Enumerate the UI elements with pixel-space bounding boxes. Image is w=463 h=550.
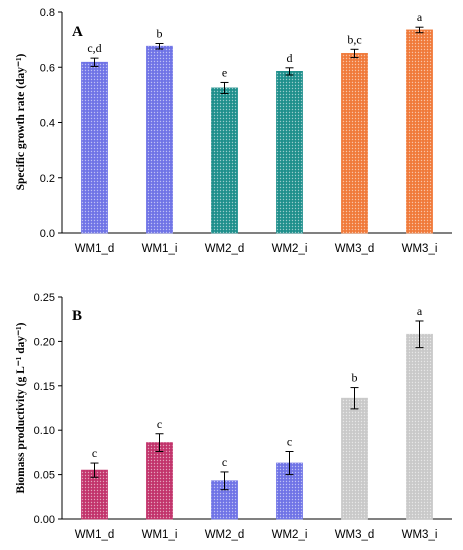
panel-a-bar-texture [146,46,173,233]
panel-a-significance-label: c,d [87,41,101,55]
panel-a-x-tick-label: WM2_i [272,243,308,255]
panel-a-y-axis-label: Specific growth rate (day⁻¹) [15,53,27,190]
panel-b-significance-label: c [222,455,227,469]
panel-b-significance-label: c [287,435,292,449]
panel-b-x-tick-label: WM3_i [402,529,438,541]
panel-b-y-tick-label: 0.05 [34,470,55,482]
panel-b-x-tick-label: WM2_i [272,529,308,541]
panel-b-y-tick-label: 0.00 [34,514,55,526]
panel-a-significance-label: a [417,10,423,24]
panel-b-chart: B Biomass productivity (g L⁻¹ day⁻¹) 0.0… [15,292,452,541]
panel-a-bar-texture [276,71,303,233]
panel-a-x-tick-label: WM2_d [205,243,245,255]
panel-a-significance-label: e [222,65,227,79]
panel-b-x-tick-label: WM3_d [335,529,375,541]
panel-a-label: A [72,24,83,40]
panel-a-x-tick-label: WM1_i [142,243,178,255]
panel-a-y-tick-label: 0.2 [40,173,55,185]
panel-b-x-tick-label: WM2_d [205,529,245,541]
panel-b-significance-label: a [417,304,423,318]
panel-b-y-tick-label: 0.10 [34,425,55,437]
panel-a-bar-texture [341,53,368,233]
panel-b-y-tick-label: 0.25 [34,292,55,304]
panel-a-y-tick-label: 0.0 [40,228,55,240]
panel-a-bar-texture [81,62,108,234]
panel-b-significance-label: c [157,417,162,431]
panel-a-y-tick-label: 0.8 [40,7,55,19]
panel-b-y-tick-label: 0.15 [34,381,55,393]
panel-a-significance-label: b [157,26,163,40]
panel-b-bar-texture [81,470,108,519]
panel-a-significance-label: d [287,51,293,65]
panel-b-plot-area: 0.00 0.05 0.10 0.15 0.20 0.25 c WM1_d c WM1_i c WM2… [34,292,452,541]
panel-b-x-tick-label: WM1_d [75,529,115,541]
panel-a-y-tick-label: 0.4 [40,118,55,130]
panel-b-y-tick-label: 0.20 [34,336,55,348]
panel-a-bar-texture [406,29,433,233]
panel-a-bar-texture [211,87,238,233]
panel-a-x-tick-label: WM1_d [75,243,115,255]
panel-a-y-tick-label: 0.6 [40,62,55,74]
panel-b-bar-texture [146,442,173,519]
panel-b-bar-texture [341,398,368,519]
panel-b-x-tick-label: WM1_i [142,529,178,541]
panel-a-chart: A Specific growth rate (day⁻¹) 0.0 0.2 0.4… [15,7,452,255]
panel-b-significance-label: b [352,371,358,385]
panel-b-y-axis-label: Biomass productivity (g L⁻¹ day⁻¹) [15,322,27,493]
panel-b-significance-label: c [92,446,97,460]
panel-b-label: B [72,308,82,324]
panel-a-x-tick-label: WM3_i [402,243,438,255]
panel-a-plot-area: 0.0 0.2 0.4 0.6 0.8 c,d WM1_d b WM1_i e WM2_d d WM2_… [40,7,452,255]
panel-a-x-tick-label: WM3_d [335,243,375,255]
panel-a-significance-label: b,c [347,32,361,46]
panel-b-bar-texture [406,334,433,519]
